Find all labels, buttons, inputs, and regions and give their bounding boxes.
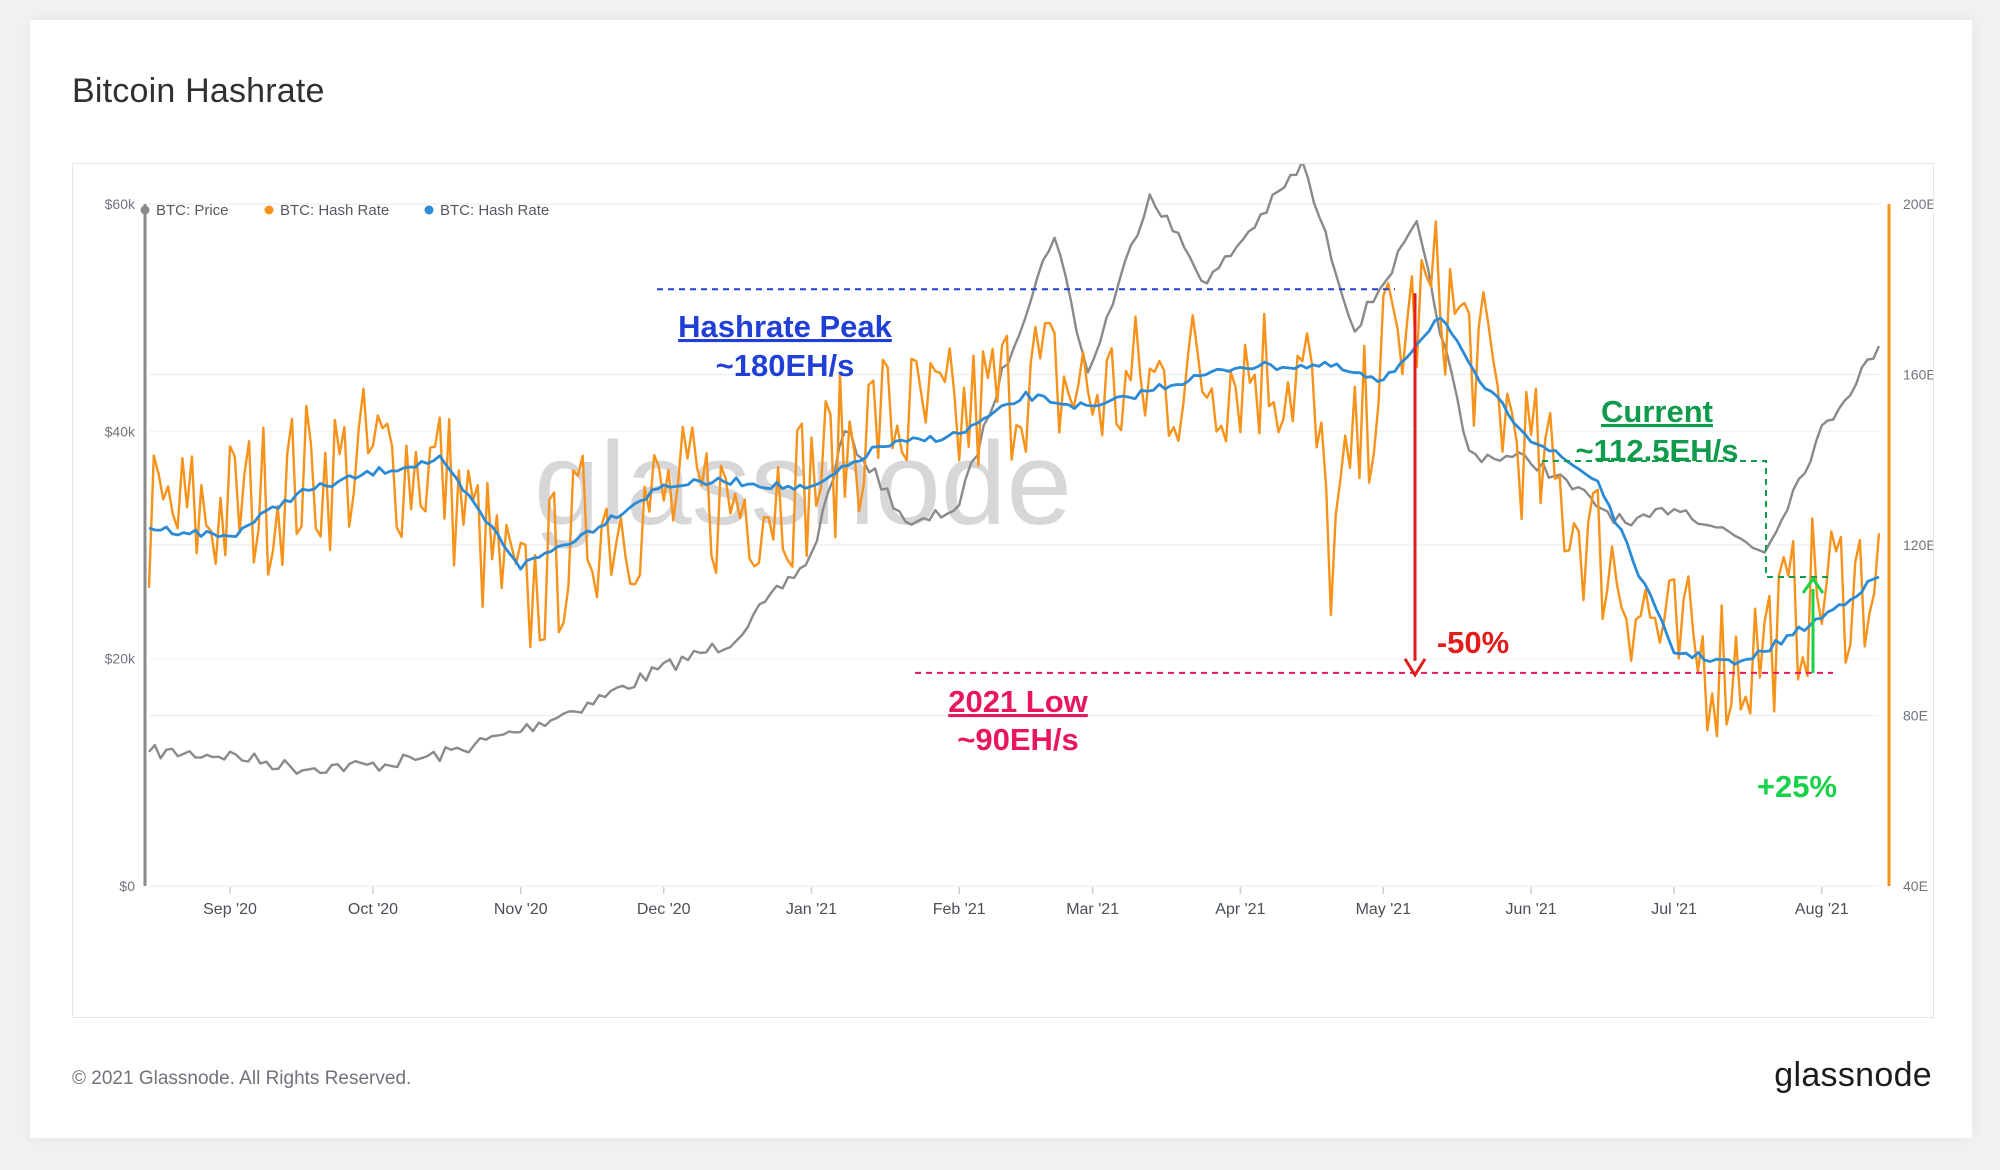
x-tick-label: Jan '21	[786, 901, 837, 918]
y-right-tick-label: 80E	[1903, 708, 1928, 724]
low-label-line2: ~90EH/s	[957, 722, 1079, 757]
x-tick-label: Nov '20	[494, 901, 548, 918]
peak-label-line1: Hashrate Peak	[678, 309, 892, 344]
chart-card: Bitcoin Hashrate glassnode $0 $20k $40k $60…	[30, 20, 1972, 1138]
x-tick-label: Apr '21	[1215, 901, 1265, 918]
gain-label: +25%	[1757, 769, 1837, 804]
series-line-1	[147, 220, 1881, 738]
x-tick-label: Jun '21	[1506, 901, 1557, 918]
current-label-line1: Current	[1601, 394, 1713, 429]
y-right-tick-label: 160E	[1903, 367, 1933, 383]
page-title: Bitcoin Hashrate	[72, 72, 325, 110]
legend-marker-0	[140, 205, 150, 215]
y-right-tick-label: 40E	[1903, 878, 1928, 894]
x-tick-label: Dec '20	[637, 901, 691, 918]
peak-label-line2: ~180EH/s	[716, 348, 855, 383]
copyright-text: © 2021 Glassnode. All Rights Reserved.	[72, 1068, 412, 1089]
legend-marker-2	[424, 205, 434, 215]
glassnode-logo: glassnode	[1774, 1056, 1932, 1094]
legend-label-0: BTC: Price	[156, 202, 229, 219]
y-right-tick-label: 120E	[1903, 537, 1933, 553]
y-left-tick-label: $0	[119, 878, 135, 894]
legend-label-2: BTC: Hash Rate	[440, 202, 549, 219]
x-tick-label: Mar '21	[1066, 901, 1119, 918]
series-line-2	[148, 316, 1880, 666]
legend-label-1: BTC: Hash Rate	[280, 202, 389, 219]
x-tick-label: Aug '21	[1795, 901, 1849, 918]
y-left-tick-label: $60k	[105, 196, 136, 212]
x-tick-label: May '21	[1356, 901, 1412, 918]
grid-lines	[149, 203, 1879, 887]
legend-marker-1	[264, 205, 274, 215]
axes: $0 $20k $40k $60k 40E 80E 120E 160E 200E Sep '20 O…	[105, 196, 1933, 918]
current-dashed-line	[1542, 460, 1833, 578]
series-layer	[147, 164, 1881, 775]
gain-arrow-head	[1801, 576, 1825, 594]
y-left-tick-label: $20k	[105, 651, 136, 667]
x-tick-label: Feb '21	[933, 901, 986, 918]
chart-area: glassnode $0 $20k $40k $60k 40E 80E 120E 160E 20…	[72, 163, 1934, 1018]
drop-label: -50%	[1437, 625, 1509, 660]
y-right-tick-label: 200E	[1903, 196, 1933, 212]
x-tick-label: Jul '21	[1651, 901, 1697, 918]
x-tick-label: Oct '20	[348, 901, 398, 918]
low-label-line1: 2021 Low	[948, 684, 1088, 719]
annotations: Hashrate Peak ~180EH/s 2021 Low~90EH/s Curr…	[657, 288, 1837, 804]
y-left-tick-label: $40k	[105, 423, 136, 439]
current-label-line2: ~112.5EH/s	[1576, 433, 1739, 468]
x-tick-label: Sep '20	[203, 901, 257, 918]
chart-svg: glassnode $0$20k$40k$60k40E80E120E160E20…	[105, 164, 1933, 918]
legend: BTC: Price BTC: Hash Rate BTC: Hash Rate	[140, 202, 549, 219]
drop-arrow-head	[1403, 658, 1427, 678]
